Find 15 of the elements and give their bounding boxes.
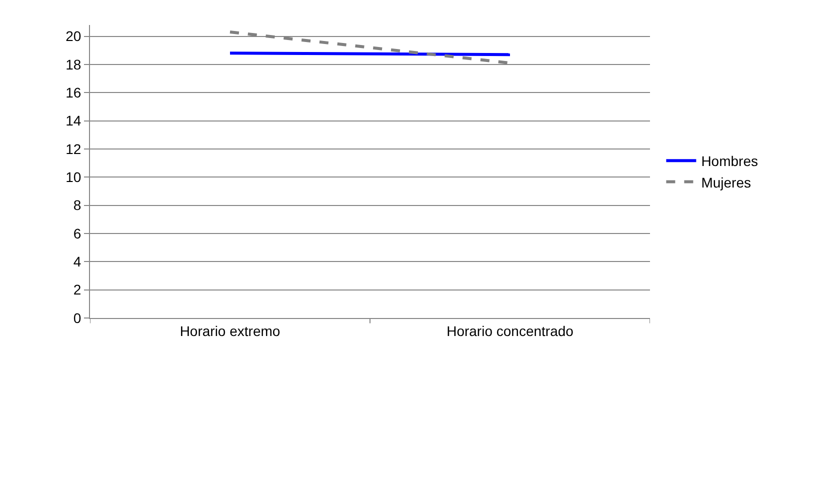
- y-tick-label: 0: [73, 310, 82, 326]
- y-tick-label: 12: [66, 140, 82, 157]
- y-tick-label: 18: [66, 56, 82, 72]
- x-tick-label: Horario extremo: [180, 322, 280, 339]
- y-tick-label: 2: [73, 282, 82, 298]
- legend-label: Hombres: [701, 153, 758, 170]
- y-tick-label: 4: [73, 254, 82, 270]
- y-tick-label: 10: [66, 169, 82, 186]
- y-tick-label: 16: [66, 84, 82, 101]
- x-tick-label: Horario concentrado: [446, 322, 574, 339]
- legend-label: Mujeres: [701, 174, 751, 190]
- y-tick-label: 20: [66, 28, 82, 44]
- y-tick-label: 6: [73, 225, 82, 242]
- y-tick-label: 8: [73, 197, 82, 214]
- y-tick-label: 14: [66, 112, 82, 129]
